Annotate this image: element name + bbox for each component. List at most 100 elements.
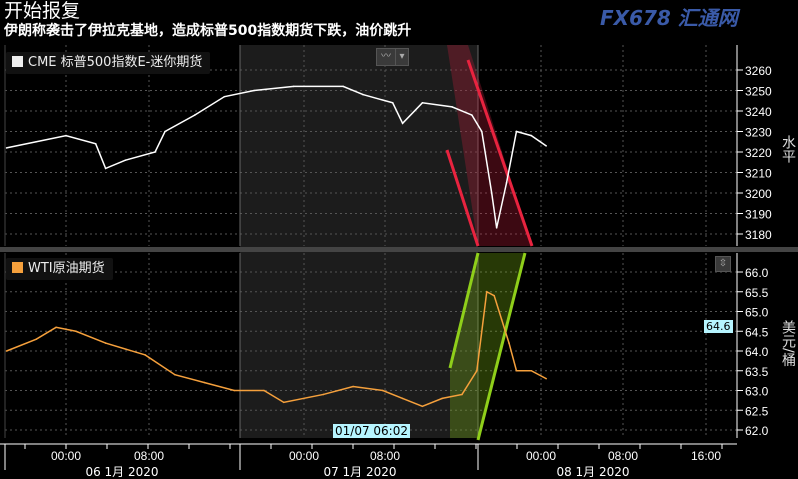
data-point-sp500: [391, 102, 394, 104]
data-point-wti: [55, 326, 57, 329]
data-point-sp500: [545, 145, 547, 147]
data-point-wti: [545, 377, 547, 380]
data-point-wti: [35, 338, 38, 340]
legend-sp500[interactable]: CME 标普500指数E-迷你期货: [6, 52, 211, 74]
ytick-label: 3240: [745, 105, 772, 119]
data-point-wti: [515, 369, 518, 372]
panel-divider: [0, 247, 798, 252]
data-point-wti: [5, 350, 8, 352]
data-point-wti: [203, 381, 206, 384]
data-point-wti: [233, 389, 236, 392]
ytick-label: 63.5: [745, 365, 769, 379]
series-line-sp500: [6, 85, 547, 229]
ytick-label: 3250: [745, 85, 772, 99]
red-trendline-upper: [466, 59, 534, 247]
legend-swatch-wti: [12, 262, 23, 273]
ytick-label: 3200: [745, 187, 772, 201]
ytick-label: 3190: [745, 208, 772, 222]
legend-swatch-sp500: [12, 56, 23, 67]
data-point-wti: [322, 393, 325, 396]
data-point-wti: [421, 405, 424, 408]
data-point-wti: [441, 397, 444, 400]
xtick-label: 00:00: [51, 449, 81, 463]
data-point-sp500: [495, 227, 498, 229]
xtick-label: 16:00: [691, 449, 721, 463]
line-chart-icon[interactable]: 〰: [376, 48, 396, 66]
data-point-wti: [144, 354, 146, 356]
xtick-label: 08:00: [370, 449, 400, 463]
ytick-label: 63.0: [745, 385, 769, 399]
cursor-time-tooltip: 01/07 06:02: [333, 424, 410, 438]
data-point-sp500: [490, 192, 493, 194]
data-point-wti: [461, 393, 463, 396]
dropdown-arrow-icon[interactable]: ▾: [395, 48, 409, 66]
xtick-label: 08:00: [134, 449, 164, 463]
ytick-label: 3260: [745, 64, 772, 78]
session-shade: [240, 45, 478, 438]
ytick-label: 3210: [745, 167, 772, 181]
data-point-sp500: [515, 130, 518, 133]
data-point-sp500: [124, 159, 127, 161]
legend-label-sp500: CME 标普500指数E-迷你期货: [28, 55, 203, 70]
ytick-label: 62.0: [745, 424, 769, 438]
last-value-label: 64.6: [704, 320, 733, 333]
green-trendline-upper: [448, 252, 480, 369]
ytick-label: 3230: [745, 126, 772, 140]
chart-title: 开始报复: [4, 0, 81, 22]
data-point-sp500: [193, 114, 196, 116]
ytick-label: 62.5: [745, 404, 769, 418]
data-point-wti: [263, 389, 265, 392]
xtick-label: 00:00: [526, 449, 556, 463]
data-point-wti: [104, 342, 107, 344]
ytick-label: 65.0: [745, 306, 769, 320]
yaxis-label-top: 水平: [780, 135, 796, 163]
data-point-sp500: [164, 130, 166, 133]
legend-label-wti: WTI原油期货: [28, 261, 105, 276]
ytick-label: 64.5: [745, 325, 769, 339]
data-point-sp500: [94, 143, 97, 145]
xtick-label: 00:00: [289, 449, 319, 463]
watermark: FX678 汇通网: [600, 6, 738, 30]
resize-icon[interactable]: ⇳: [715, 256, 731, 272]
data-point-sp500: [104, 167, 107, 170]
data-point-sp500: [481, 130, 483, 133]
ytick-label: 65.5: [745, 286, 769, 300]
data-point-wti: [283, 401, 285, 404]
red-trendline-lower: [445, 149, 480, 247]
data-point-sp500: [154, 151, 156, 153]
red-channel-fill: [447, 45, 532, 246]
data-point-sp500: [530, 134, 533, 137]
yaxis-label-bottom: 美元/桶: [780, 320, 796, 367]
data-point-sp500: [401, 122, 404, 125]
data-point-sp500: [471, 114, 473, 116]
data-point-wti: [500, 318, 503, 321]
data-point-wti: [401, 397, 404, 400]
data-point-sp500: [421, 102, 424, 104]
data-point-sp500: [362, 93, 364, 96]
data-point-wti: [174, 373, 176, 376]
series-line-wti: [6, 290, 547, 408]
green-channel-fill: [450, 253, 525, 438]
data-point-wti: [485, 290, 488, 293]
data-point-sp500: [5, 147, 8, 149]
data-point-sp500: [35, 140, 38, 143]
green-trendline-lower: [476, 252, 527, 441]
data-point-wti: [382, 389, 384, 392]
ytick-label: 3180: [745, 228, 772, 242]
ytick-label: 3220: [745, 146, 772, 160]
xaxis-day-label: 07 1月 2020: [323, 465, 396, 479]
data-point-sp500: [505, 181, 508, 184]
ytick-label: 64.0: [745, 345, 769, 359]
xaxis-day-label: 08 1月 2020: [556, 465, 629, 479]
ytick-label: 66.0: [745, 266, 769, 280]
data-point-wti: [508, 342, 510, 344]
data-point-sp500: [253, 89, 255, 92]
xaxis-day-label: 06 1月 2020: [85, 465, 158, 479]
legend-wti[interactable]: WTI原油期货: [6, 258, 113, 280]
data-point-wti: [530, 369, 533, 372]
data-point-sp500: [451, 106, 453, 108]
xtick-label: 08:00: [608, 449, 638, 463]
data-point-sp500: [65, 134, 67, 137]
data-point-wti: [352, 385, 354, 388]
